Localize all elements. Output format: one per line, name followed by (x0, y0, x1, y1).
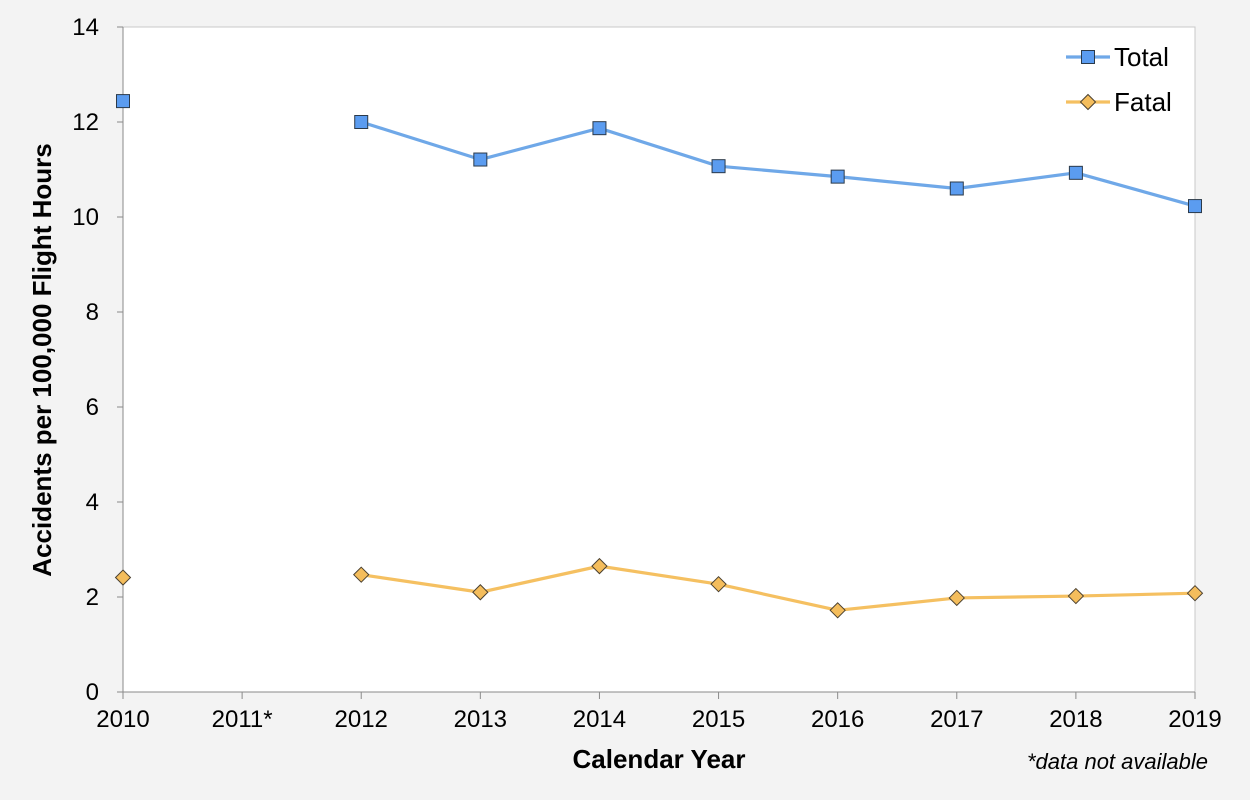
y-tick-label: 4 (86, 489, 99, 516)
x-tick-label: 2011* (212, 706, 273, 733)
series-fatal (114, 557, 1204, 619)
y-tick-label: 0 (86, 679, 99, 706)
data-point-total (1188, 199, 1202, 214)
y-tick-label: 2 (86, 584, 99, 611)
legend: Total Fatal (1066, 42, 1172, 117)
series-line-fatal (360, 564, 1196, 612)
y-axis: 0 2 4 6 8 10 12 14 (72, 14, 124, 706)
x-tick-label: 2015 (692, 706, 745, 733)
x-axis-title: Calendar Year (573, 744, 746, 774)
x-tick-label: 2019 (1168, 706, 1221, 733)
data-point-fatal (1186, 584, 1204, 602)
data-point-fatal (591, 557, 608, 575)
x-tick-label: 2017 (930, 706, 983, 733)
x-tick-label: 2014 (573, 706, 626, 733)
x-tick-label: 2018 (1049, 706, 1102, 733)
x-axis: 2010 2011* 2012 2013 2014 2015 2016 2017 2018 201… (96, 691, 1222, 733)
y-tick-label: 14 (72, 14, 99, 41)
y-axis-title: Accidents per 100,000 Flight Hours (27, 143, 57, 576)
series-layer (114, 94, 1204, 619)
data-point-total (830, 169, 845, 184)
plot-area (122, 26, 1196, 693)
data-point-fatal (829, 602, 846, 619)
footnote: *data not available (1027, 749, 1208, 774)
legend-item-fatal: Fatal (1066, 87, 1172, 117)
legend-marker-total (1081, 50, 1095, 64)
y-tick-label: 10 (72, 204, 99, 231)
data-point-total (949, 181, 964, 196)
data-point-total (711, 159, 726, 174)
x-tick-label: 2010 (96, 706, 149, 733)
series-line-total (360, 120, 1196, 208)
legend-item-total: Total (1066, 42, 1169, 72)
series-total (116, 94, 1202, 214)
data-point-fatal (353, 566, 370, 583)
legend-label-fatal: Fatal (1114, 87, 1172, 117)
data-point-total (354, 115, 369, 129)
data-point-total (592, 121, 607, 136)
data-point-total (116, 94, 130, 109)
data-point-fatal (1067, 587, 1085, 605)
data-point-fatal (710, 575, 727, 593)
legend-marker-fatal (1079, 93, 1097, 111)
x-tick-label: 2013 (454, 706, 507, 733)
x-tick-label: 2012 (335, 706, 388, 733)
data-point-total (473, 152, 488, 167)
y-tick-label: 12 (72, 109, 99, 136)
data-point-fatal (472, 584, 489, 601)
x-tick-label: 2016 (811, 706, 864, 733)
data-point-total (1068, 165, 1083, 180)
legend-label-total: Total (1114, 42, 1169, 72)
data-point-fatal (114, 569, 132, 586)
y-tick-label: 8 (86, 299, 99, 326)
y-tick-label: 6 (86, 394, 99, 421)
data-point-fatal (948, 589, 965, 607)
